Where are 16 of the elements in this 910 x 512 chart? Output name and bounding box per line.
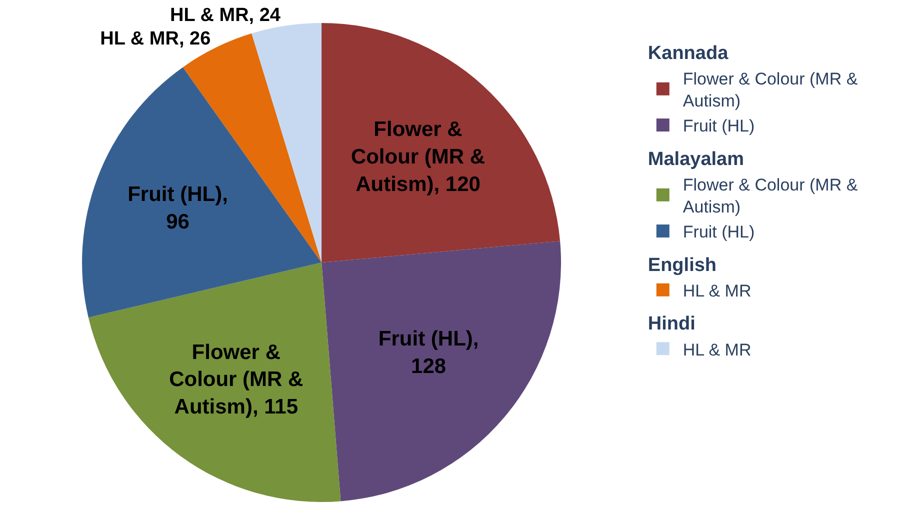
slice-label: Flower & Colour (MR & Autism)	[682, 175, 858, 217]
text: English	[648, 254, 717, 276]
slice-label: Fruit (HL)	[682, 222, 755, 242]
data-label: Flower & Colour (MR & Autism), 115	[169, 340, 304, 419]
data-label: Flower & Colour (MR & Autism), 120	[350, 118, 486, 196]
data-label: Fruit (HL), 96	[128, 183, 228, 234]
legend-label: HL & MR	[682, 281, 752, 300]
data-label: HL & MR, 24	[170, 4, 281, 26]
legend-label: Flower & Colour (MR & Autism)	[682, 69, 858, 111]
data-label: HL & MR, 26	[100, 28, 211, 50]
data-label: Fruit (HL), 128	[378, 328, 479, 378]
text: Malayalam	[648, 148, 744, 170]
legend-label: HL & MR	[682, 340, 752, 360]
legend-label: Fruit (HL)	[682, 116, 755, 136]
text: Hindi	[648, 314, 696, 335]
text: Kannada	[648, 42, 729, 64]
